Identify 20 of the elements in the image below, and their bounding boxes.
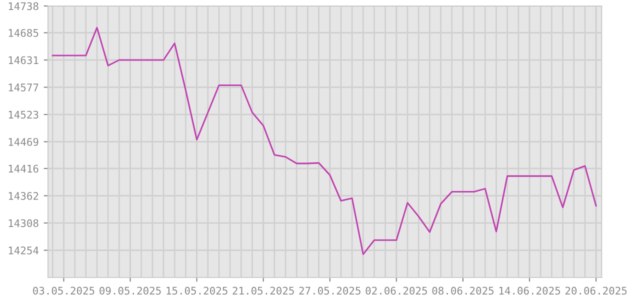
- line-series: [52, 26, 597, 256]
- x-tick-label: 27.05.2025: [299, 286, 360, 295]
- x-tick-label: 20.06.2025: [565, 286, 627, 295]
- y-tick-label: 14416: [8, 164, 38, 173]
- x-tick-label: 14.06.2025: [499, 286, 560, 295]
- y-tick-label: 14254: [8, 246, 38, 254]
- x-tick-label: 08.06.2025: [432, 286, 494, 295]
- y-tick-label: 14685: [8, 29, 38, 37]
- y-tick-label: 14469: [8, 138, 38, 146]
- x-tick-label: 09.05.2025: [100, 286, 161, 295]
- y-tick-label: 14738: [8, 2, 38, 10]
- y-tick-label: 14523: [8, 110, 38, 119]
- y-tick-label: 14577: [8, 84, 38, 92]
- y-tick-label: 14308: [8, 219, 38, 228]
- x-tick-label: 21.05.2025: [232, 286, 294, 295]
- x-tick-label: 03.05.2025: [33, 286, 94, 295]
- y-tick-label: 14362: [8, 192, 38, 200]
- x-tick-label: 15.05.2025: [166, 286, 228, 295]
- x-tick-label: 02.06.2025: [366, 286, 427, 295]
- y-tick-label: 14631: [8, 56, 38, 64]
